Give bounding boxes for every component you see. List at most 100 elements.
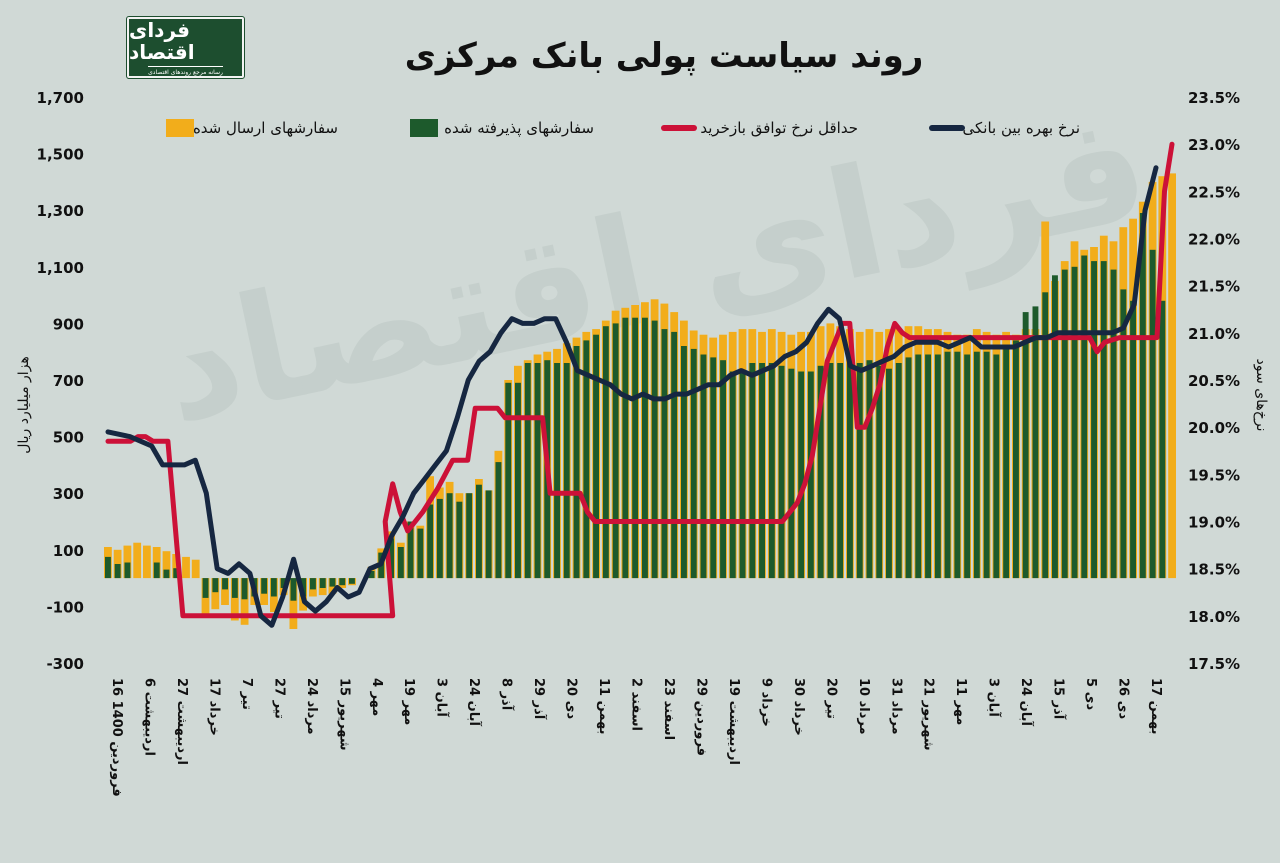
bar-accepted [642, 317, 648, 579]
y-tick-left: 300 [53, 485, 84, 503]
bar-accepted [368, 571, 375, 579]
x-tick-label: 3 آبان [434, 678, 451, 717]
x-tick-label: 31 مرداد [888, 678, 903, 735]
y-tick-right: 22.0% [1188, 231, 1240, 249]
bars [104, 173, 1176, 629]
bar-accepted [524, 363, 531, 579]
bar-sent [240, 578, 249, 625]
bar-accepted [476, 484, 482, 579]
bar-accepted [1100, 261, 1107, 579]
bar-accepted [505, 382, 512, 579]
logo: فردای اقتصاد رسانه مرجع روندهای اقتصادی [126, 16, 245, 79]
bar-sent [221, 578, 229, 605]
bar-accepted [446, 493, 453, 579]
bar-accepted [915, 354, 922, 579]
x-tick-label: 24 آبان [466, 678, 483, 726]
x-tick-label: 23 اسفند [661, 678, 676, 740]
bar-accepted [778, 365, 785, 579]
bar-sent [211, 578, 220, 610]
bar-accepted [339, 578, 346, 586]
bar-accepted [983, 351, 990, 579]
bar-accepted [1052, 275, 1058, 579]
bar-accepted [583, 340, 590, 579]
bar-accepted [720, 360, 726, 579]
bar-accepted [1042, 292, 1049, 579]
y-tick-right: 21.0% [1188, 325, 1240, 343]
x-tick-label: 11 بهمن [596, 678, 611, 735]
bar-accepted [768, 363, 775, 579]
x-tick-label: 10 مرداد [856, 678, 871, 735]
bar-accepted [466, 493, 473, 579]
bar-sent [182, 556, 190, 579]
bar-sent [123, 545, 132, 579]
bar-accepted [886, 368, 892, 579]
legend-swatch-accepted [410, 119, 438, 137]
bar-accepted [954, 351, 961, 579]
y-tick-right: 22.5% [1188, 183, 1240, 201]
bar-accepted [681, 346, 687, 579]
logo-subtitle: رسانه مرجع روندهای اقتصادی [148, 65, 223, 77]
x-tick-label: 16 فروردین 1400 [109, 678, 124, 797]
legend-label-repo: حداقل نرخ توافق بازخرید [700, 119, 858, 137]
bar-sent [143, 545, 151, 579]
x-tick-label: 24 مرداد [304, 678, 319, 735]
bar-accepted [905, 357, 912, 579]
legend-swatch-sent [166, 119, 194, 137]
bar-accepted [319, 578, 326, 588]
bar-accepted [290, 578, 297, 601]
y-axis-left-ticks: 1,700 1,500 1,300 1,100 900 700 500 300 100 -100 -… [37, 89, 84, 673]
y-tick-left: 1,500 [37, 146, 84, 164]
bar-accepted [1061, 269, 1068, 579]
bar-accepted [847, 360, 853, 579]
bar-accepted [632, 317, 639, 579]
bar-accepted [798, 371, 805, 579]
bar-sent [1168, 173, 1176, 579]
bar-accepted [1022, 312, 1029, 579]
x-tick-label: 17 خرداد [206, 678, 221, 736]
bar-sent [191, 559, 200, 579]
x-tick-label: 11 مهر [953, 678, 968, 725]
bar-accepted [690, 348, 697, 579]
logo-text: فردای اقتصاد [129, 17, 195, 64]
bar-accepted [310, 578, 316, 590]
bar-accepted [1013, 340, 1019, 579]
y-tick-left: 700 [53, 372, 84, 390]
y-tick-right: 18.5% [1188, 561, 1240, 579]
x-tick-label: 19 اردیبهشت [726, 678, 741, 765]
bar-accepted [1091, 261, 1097, 579]
line-interbank-rate [105, 165, 1159, 628]
bar-accepted [1003, 346, 1010, 579]
bar-accepted [261, 578, 268, 594]
x-tick-label: 17 بهمن [1148, 678, 1163, 735]
bar-accepted [485, 490, 492, 579]
bar-accepted [554, 363, 560, 579]
bar-accepted [934, 354, 941, 579]
bar-accepted [1110, 269, 1117, 579]
bar-accepted [153, 562, 160, 579]
bar-sent [162, 551, 171, 579]
x-tick-label: 20 تیر [823, 678, 838, 719]
x-tick-label: 9 خرداد [758, 678, 773, 727]
y-tick-left: 500 [53, 429, 84, 447]
bar-accepted [661, 329, 668, 579]
x-tick-label: 4 مهر [369, 678, 384, 716]
y-tick-right: 23.0% [1188, 136, 1240, 154]
bar-accepted [759, 363, 765, 579]
y-tick-left: -100 [46, 598, 84, 616]
bar-accepted [212, 578, 219, 593]
x-tick-label: 24 آبان [1018, 678, 1035, 726]
y-tick-right: 20.5% [1188, 372, 1240, 390]
bar-accepted [427, 504, 434, 579]
bar-accepted [105, 556, 111, 579]
bar-accepted [495, 462, 502, 579]
line-repo-rate [105, 141, 1175, 619]
bar-accepted [788, 368, 795, 579]
bar-accepted [173, 568, 180, 579]
x-tick-label: 2 اسفند [629, 678, 644, 731]
bar-accepted [202, 578, 209, 598]
bar-sent [289, 578, 298, 629]
lines [105, 141, 1175, 628]
bar-accepted [817, 365, 824, 579]
